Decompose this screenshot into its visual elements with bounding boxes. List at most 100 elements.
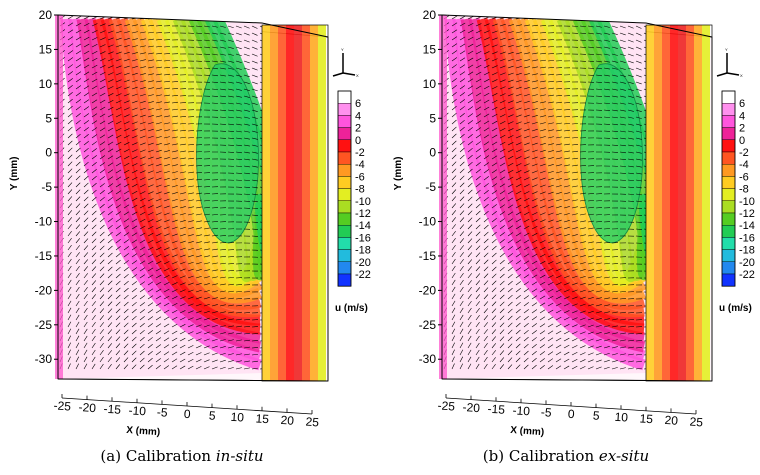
side-isosurface-strip	[262, 25, 270, 381]
colorbar-swatch	[337, 249, 352, 263]
x-tick-label: -25	[437, 398, 456, 413]
colorbar-level-label: -8	[355, 184, 365, 196]
isosurface-band	[68, 18, 262, 362]
colorbar-swatch	[721, 163, 736, 177]
colorbar-title: u (m/s)	[719, 303, 752, 314]
y-tick-label: -30	[419, 352, 437, 366]
isosurface-band	[444, 18, 646, 371]
y-tick-label: 20	[39, 8, 53, 22]
colorbar-level-label: 0	[355, 135, 361, 147]
y-tick-label: -20	[419, 283, 437, 297]
colorbar-swatch	[337, 102, 352, 116]
isosurface-layer	[58, 15, 262, 379]
y-tick-label: 5	[45, 111, 52, 125]
colorbar-level-label: 4	[355, 110, 361, 122]
isosurface-band	[76, 17, 262, 353]
colorbar-level-label: -2	[355, 147, 365, 159]
side-isosurface-strip	[702, 25, 710, 381]
y-tick-label: -25	[419, 318, 437, 332]
triad-y-label: Y	[341, 47, 344, 52]
colorbar-level-label: 2	[355, 123, 361, 135]
caption-a-method: in-situ	[215, 447, 264, 465]
y-tick-label: -10	[35, 215, 53, 229]
colorbar-swatch	[337, 151, 352, 165]
colorbar-level-label: -14	[739, 220, 755, 232]
y-tick-label: -10	[419, 215, 437, 229]
colorbar-swatch	[721, 224, 736, 238]
x-tick-label: -20	[462, 400, 481, 415]
y-tick-label: -15	[419, 249, 437, 263]
caption-b-prefix: (b) Calibration	[482, 447, 599, 465]
triad-x-axis	[342, 72, 356, 76]
colorbar-level-label: -12	[739, 208, 755, 220]
colorbar-level-label: -6	[355, 171, 365, 183]
side-isosurface-strip	[270, 25, 278, 381]
y-tick-label: -5	[41, 180, 52, 194]
x-tick-label: 5	[208, 408, 216, 422]
colorbar-swatch	[337, 224, 352, 238]
side-isosurface-strip	[278, 25, 286, 381]
isosurface-band	[476, 17, 645, 335]
x-tick-label: 10	[614, 410, 629, 425]
colorbar-level-label: -18	[355, 245, 371, 257]
colorbar-level-label: -4	[355, 159, 365, 171]
triad-x-label: X	[740, 73, 743, 78]
colorbar-swatch	[721, 249, 736, 263]
colorbar-level-label: -14	[355, 220, 371, 232]
colorbar-level-label: -6	[739, 171, 749, 183]
side-isosurface-strip	[302, 25, 310, 381]
side-isosurface-strip	[662, 25, 670, 381]
colorbar-level-label: -8	[739, 184, 749, 196]
side-isosurface-strip	[286, 25, 294, 381]
x-tick-label: 10	[230, 410, 245, 425]
colorbar-level-label: 6	[739, 98, 745, 110]
isosurface-band	[492, 17, 645, 318]
x-axis-label: X (mm)	[126, 425, 161, 438]
isosurface-band	[60, 18, 262, 371]
y-tick-label: 15	[423, 42, 437, 56]
colorbar-swatch	[721, 127, 736, 140]
isosurface-band	[452, 18, 646, 362]
colorbar-level-label: -16	[739, 232, 755, 244]
y-tick-label: 5	[429, 111, 436, 125]
y-axis-label: Y (mm)	[9, 156, 20, 190]
y-axis-label: Y (mm)	[393, 156, 404, 190]
colorbar-level-label: 0	[739, 135, 745, 147]
side-isosurface-strip	[694, 25, 702, 381]
colorbar-level-label: -18	[739, 245, 755, 257]
x-tick-label: -10	[512, 403, 531, 418]
side-isosurface-strip	[318, 25, 326, 381]
colorbar-level-label: -12	[355, 208, 371, 220]
triad-x-axis	[726, 72, 740, 76]
x-tick-label: 0	[183, 407, 191, 421]
caption-a-prefix: (a) Calibration	[100, 447, 216, 465]
x-tick-label: -5	[156, 405, 168, 420]
colorbar-swatch	[337, 127, 352, 140]
colorbar-swatch	[337, 212, 352, 226]
colorbar-swatch	[721, 200, 736, 214]
isosurface-band	[92, 17, 261, 335]
x-tick-label: 20	[664, 413, 679, 428]
colorbar-swatch	[721, 102, 736, 116]
colorbar-swatch	[337, 90, 352, 104]
y-tick-label: 10	[39, 77, 53, 91]
caption-panel-b: (b) Calibration ex-situ	[483, 447, 649, 465]
y-tick-label: -15	[35, 249, 53, 263]
x-tick-label: 20	[280, 413, 295, 428]
x-axis-label: X (mm)	[510, 425, 545, 438]
y-tick-label: 15	[39, 42, 53, 56]
isosurface-band	[468, 17, 645, 344]
colorbar-swatch	[721, 151, 736, 165]
x-tick-label: 25	[305, 415, 320, 430]
colorbar-swatch	[337, 273, 352, 287]
triad-x-label: X	[356, 73, 359, 78]
colorbar-swatch	[721, 273, 736, 287]
colorbar-swatch	[337, 176, 352, 189]
x-tick-label: -15	[487, 402, 506, 417]
colorbar-swatch	[337, 139, 352, 153]
colorbar-swatch	[337, 200, 352, 214]
x-tick-label: 0	[567, 407, 575, 421]
x-tick-label: 25	[689, 415, 704, 430]
